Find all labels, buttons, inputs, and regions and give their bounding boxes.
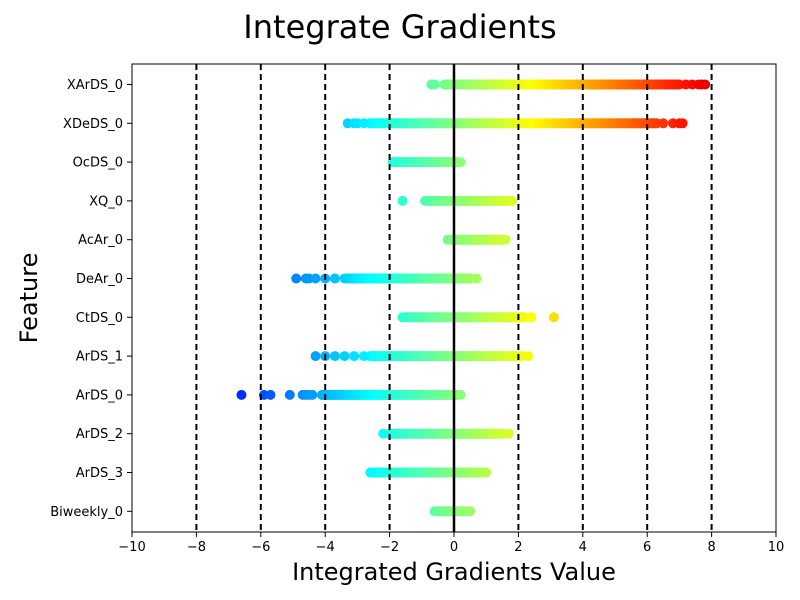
- y-axis-label: Feature: [15, 253, 43, 344]
- x-tick-label: −2: [380, 540, 399, 555]
- chart-title: Integrate Gradients: [243, 8, 556, 46]
- data-point: [349, 351, 360, 362]
- data-point: [506, 195, 517, 206]
- data-point: [455, 389, 466, 400]
- data-points: [236, 79, 711, 517]
- series-XQ_0: [397, 195, 517, 206]
- y-tick-label: XArDS_0: [67, 78, 123, 93]
- data-point: [526, 312, 537, 323]
- data-point: [465, 506, 476, 517]
- data-point: [420, 195, 431, 206]
- data-point: [442, 234, 453, 245]
- x-tick-label: 0: [450, 540, 458, 555]
- y-tick-label: ArDS_2: [76, 427, 123, 442]
- series-XArDS_0: [426, 79, 711, 90]
- series-CtDS_0: [397, 312, 559, 323]
- data-point: [429, 506, 440, 517]
- data-point: [236, 389, 247, 400]
- y-tick-label: ArDS_1: [76, 350, 123, 365]
- data-point: [523, 351, 534, 362]
- x-tick-label: −4: [316, 540, 335, 555]
- data-point: [291, 273, 302, 284]
- data-point: [548, 312, 559, 323]
- x-tick-label: 6: [643, 540, 651, 555]
- data-point: [339, 351, 350, 362]
- data-point: [455, 157, 466, 168]
- y-tick-label: OcDS_0: [73, 156, 123, 171]
- y-tick-label: XQ_0: [89, 194, 123, 209]
- y-tick-label: Biweekly_0: [50, 505, 123, 520]
- data-point: [329, 351, 340, 362]
- series-ArDS_0: [236, 389, 466, 400]
- data-point: [503, 428, 514, 439]
- series-OcDS_0: [387, 157, 466, 168]
- x-tick-label: −10: [118, 540, 145, 555]
- data-point: [481, 467, 492, 478]
- series-ArDS_1: [310, 351, 534, 362]
- data-point: [677, 118, 688, 129]
- data-point: [500, 234, 511, 245]
- data-point: [339, 273, 350, 284]
- data-point: [358, 351, 369, 362]
- data-point: [700, 79, 711, 90]
- data-point: [365, 467, 376, 478]
- data-point: [658, 118, 669, 129]
- series-ArDS_3: [365, 467, 492, 478]
- x-tick-label: −8: [187, 540, 206, 555]
- series-ArDS_2: [378, 428, 514, 439]
- data-point: [378, 428, 389, 439]
- plot-area: −10 −8 −6 −4 −2 0 2 4 6 8 10 XArDS_0 XDeDS_0 OcDS_0 XQ…: [50, 63, 785, 555]
- y-tick-label: DeAr_0: [76, 272, 123, 287]
- series-XDeDS_0: [342, 118, 688, 129]
- y-tick-label: XDeDS_0: [63, 117, 123, 132]
- data-point: [329, 273, 340, 284]
- y-tick-label: ArDS_0: [76, 388, 123, 403]
- data-point: [471, 273, 482, 284]
- x-tick-label: 8: [707, 540, 715, 555]
- data-point: [310, 273, 321, 284]
- data-point: [397, 195, 408, 206]
- y-tick-label: AcAr_0: [78, 233, 123, 248]
- data-point: [429, 79, 440, 90]
- x-tick-label: 2: [514, 540, 522, 555]
- x-tick-label: 4: [579, 540, 587, 555]
- x-tick-label: −6: [251, 540, 270, 555]
- data-point: [284, 389, 295, 400]
- y-tick-label: ArDS_3: [76, 466, 123, 481]
- data-point: [358, 118, 369, 129]
- data-point: [310, 351, 321, 362]
- x-axis-label: Integrated Gradients Value: [292, 558, 616, 586]
- x-tick-label: 10: [768, 540, 785, 555]
- data-point: [397, 312, 408, 323]
- data-point: [307, 389, 318, 400]
- data-point: [265, 389, 276, 400]
- y-tick-label: CtDS_0: [76, 311, 123, 326]
- series-DeAr_0: [291, 273, 482, 284]
- series-Biweekly_0: [429, 506, 476, 517]
